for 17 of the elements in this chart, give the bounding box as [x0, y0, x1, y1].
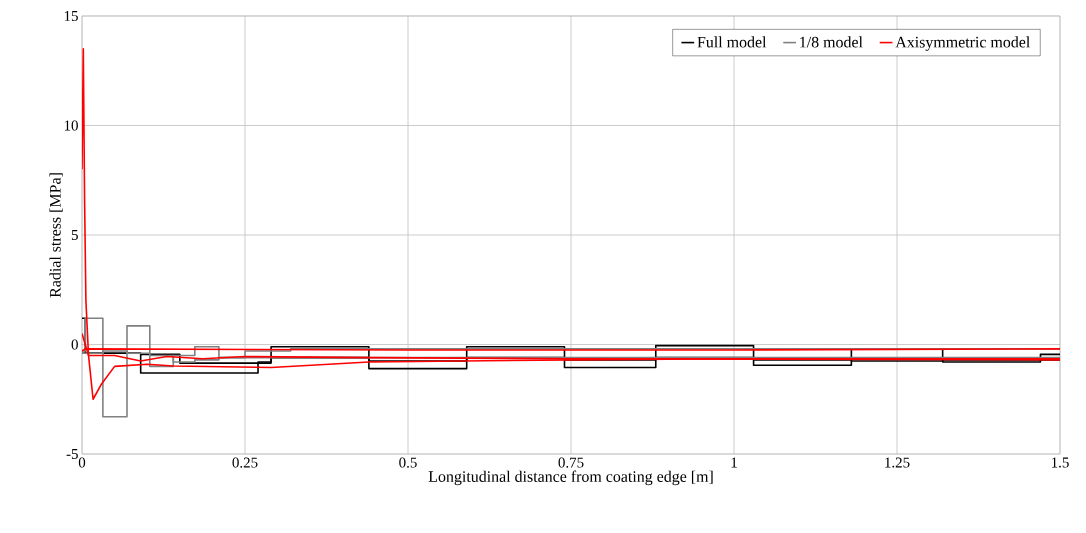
legend-label: Full model: [697, 36, 767, 48]
y-tick-label: 0: [71, 339, 78, 350]
x-tick-label: 0: [78, 457, 86, 468]
x-tick-label: 1.5: [1051, 457, 1069, 468]
legend-label: 1/8 model: [800, 36, 863, 48]
y-tick-label: 10: [64, 120, 78, 131]
x-tick-label: 0.75: [558, 457, 584, 468]
legend-label: Axisymmetric model: [895, 36, 1030, 51]
y-tick-label: -5: [66, 449, 78, 459]
x-tick-label: 1.25: [885, 457, 910, 468]
x-tick-label: 1: [731, 457, 737, 468]
y-tick-label: 5: [71, 230, 78, 240]
x-tick-label: 0.5: [399, 457, 417, 468]
y-tick-label: 15: [64, 10, 78, 21]
y-axis-title: Radial stress [MPa]: [49, 173, 63, 298]
x-axis-title: Longitudinal distance from coating edge [m]: [428, 470, 713, 486]
x-tick-label: 0.25: [232, 457, 258, 468]
